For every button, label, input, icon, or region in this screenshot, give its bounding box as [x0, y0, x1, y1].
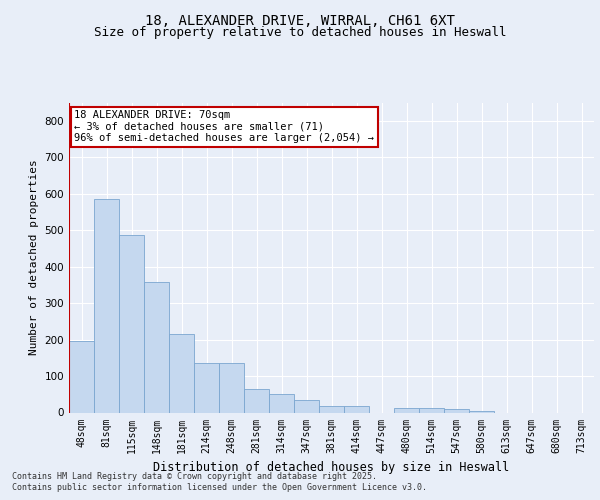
Bar — [269, 394, 294, 412]
Bar — [419, 408, 444, 412]
Bar — [444, 409, 469, 412]
Bar — [294, 400, 319, 412]
Text: 18 ALEXANDER DRIVE: 70sqm
← 3% of detached houses are smaller (71)
96% of semi-d: 18 ALEXANDER DRIVE: 70sqm ← 3% of detach… — [74, 110, 374, 144]
Bar — [219, 364, 244, 412]
Y-axis label: Number of detached properties: Number of detached properties — [29, 160, 39, 356]
Bar — [144, 282, 169, 412]
Bar — [394, 408, 419, 412]
Bar — [119, 234, 144, 412]
Bar — [94, 199, 119, 412]
Bar — [469, 410, 494, 412]
Text: Contains public sector information licensed under the Open Government Licence v3: Contains public sector information licen… — [12, 484, 427, 492]
Text: Size of property relative to detached houses in Heswall: Size of property relative to detached ho… — [94, 26, 506, 39]
Bar — [319, 406, 344, 412]
Bar — [169, 334, 194, 412]
Bar — [69, 342, 94, 412]
Bar — [244, 389, 269, 412]
Bar — [194, 364, 219, 412]
Text: Contains HM Land Registry data © Crown copyright and database right 2025.: Contains HM Land Registry data © Crown c… — [12, 472, 377, 481]
X-axis label: Distribution of detached houses by size in Heswall: Distribution of detached houses by size … — [154, 461, 509, 474]
Bar — [344, 406, 369, 412]
Text: 18, ALEXANDER DRIVE, WIRRAL, CH61 6XT: 18, ALEXANDER DRIVE, WIRRAL, CH61 6XT — [145, 14, 455, 28]
